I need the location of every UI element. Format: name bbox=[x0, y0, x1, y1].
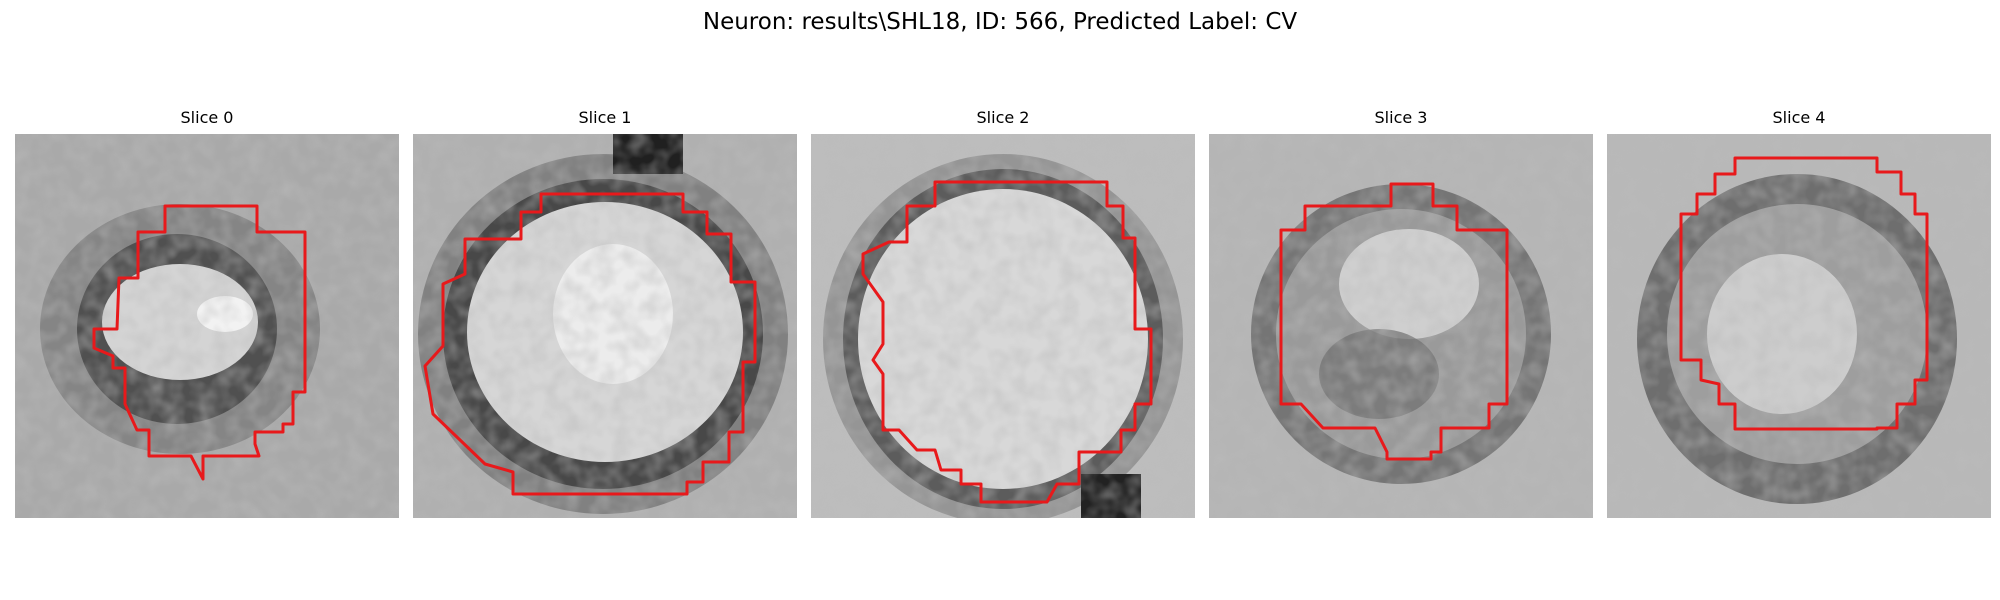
slice-title: Slice 0 bbox=[180, 108, 234, 127]
slice-title: Slice 1 bbox=[578, 108, 632, 127]
slice-image bbox=[413, 134, 797, 518]
slice-panel-2: Slice 2 bbox=[811, 108, 1195, 518]
slice-title: Slice 3 bbox=[1374, 108, 1428, 127]
slice-panel-4: Slice 4 bbox=[1607, 108, 1991, 518]
slice-title: Slice 2 bbox=[976, 108, 1030, 127]
roi-contour bbox=[861, 180, 1153, 504]
figure-title: Neuron: results\SHL18, ID: 566, Predicte… bbox=[702, 9, 1298, 35]
slice-panel-3: Slice 3 bbox=[1209, 108, 1593, 518]
roi-contour bbox=[423, 192, 757, 496]
roi-contour bbox=[1679, 156, 1929, 431]
slice-image bbox=[1209, 134, 1593, 518]
roi-contour bbox=[1279, 182, 1509, 461]
slice-panel-0: Slice 0 bbox=[15, 108, 399, 518]
slice-image bbox=[811, 134, 1195, 518]
roi-contour bbox=[92, 204, 307, 481]
slice-title: Slice 4 bbox=[1772, 108, 1826, 127]
slice-panel-1: Slice 1 bbox=[413, 108, 797, 518]
slice-image bbox=[1607, 134, 1991, 518]
slice-image bbox=[15, 134, 399, 518]
